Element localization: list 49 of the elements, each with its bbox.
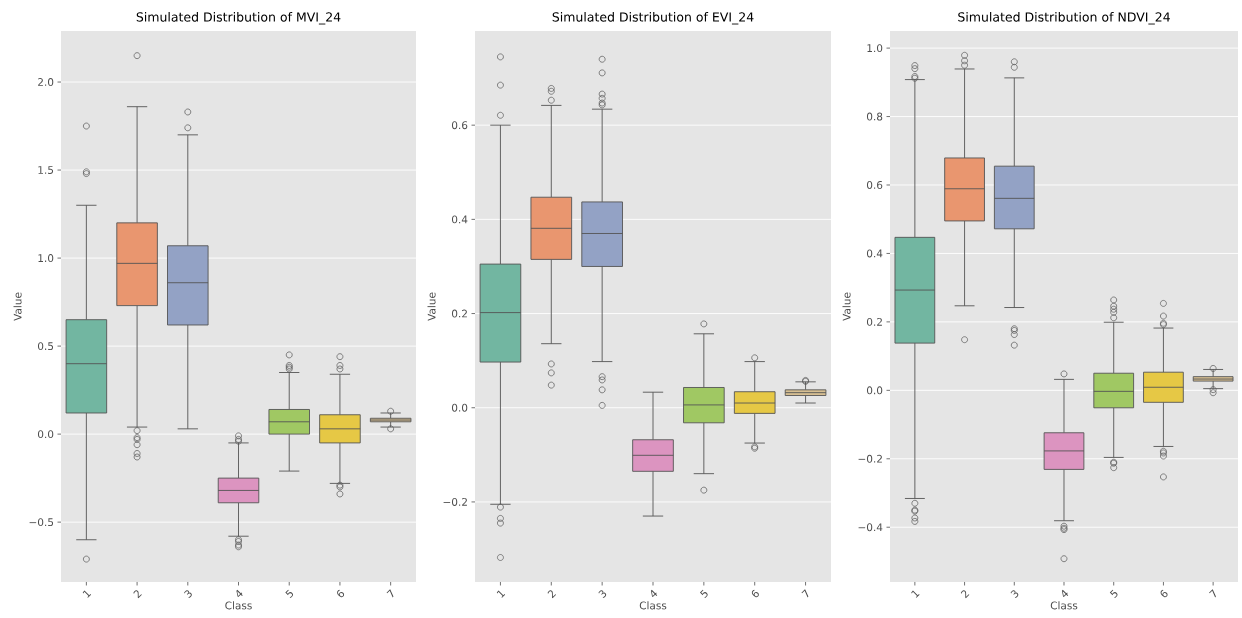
y-tick-label: 0.0 [866,386,883,395]
chart-title: Simulated Distribution of EVI_24 [552,12,754,25]
x-tick-label: 7 [386,589,394,598]
x-tick-label: 4 [236,589,243,598]
y-tick-label: −0.5 [29,518,54,527]
x-tick-label: 2 [960,590,970,599]
y-tick-label: 0.4 [451,215,468,224]
x-tick-label: 6 [751,589,759,598]
y-tick-label: 0.6 [866,181,883,189]
y-tick-label: 0.2 [866,317,882,326]
x-tick-label: 1 [82,590,92,598]
x-tick-label: 3 [184,590,192,599]
y-tick-label: 0.2 [451,309,467,318]
y-tick-label: 0.0 [37,430,54,439]
x-tick-label: 4 [1061,589,1069,598]
x-tick-label: 4 [650,589,658,598]
x-tick-label: 7 [801,589,809,598]
y-tick-label: −0.2 [858,454,882,463]
y-tick-label: −0.4 [858,523,883,532]
x-tick-label: 6 [337,589,345,598]
x-tick-label: 5 [1109,589,1118,599]
y-tick-label: 0.8 [866,112,883,121]
y-tick-label: 2.0 [38,78,54,87]
chart-title: Simulated Distribution of MVI_24 [136,12,341,25]
x-tick-label: 2 [547,590,557,599]
x-tick-label: 2 [133,590,142,599]
x-tick-label: 5 [285,589,294,599]
x-tick-label: 1 [911,590,920,598]
x-axis-title: Class [225,601,252,610]
y-tick-label: −0.2 [443,497,467,506]
chart-title: Simulated Distribution of NDVI_24 [958,12,1170,25]
y-tick-label: 1.0 [867,44,883,53]
x-tick-label: 1 [496,590,506,598]
x-axis-title: Class [1050,601,1078,610]
y-tick-label: 1.0 [38,254,54,263]
y-axis-title: Value [13,292,22,321]
y-tick-label: 0.0 [451,403,468,412]
x-axis-title: Class [639,601,667,610]
x-tick-label: 7 [1209,589,1216,598]
y-axis-title: Value [842,292,851,321]
y-tick-label: 1.5 [38,166,54,174]
x-tick-label: 5 [699,589,708,599]
x-tick-label: 3 [598,590,607,599]
x-tick-label: 3 [1010,590,1019,599]
y-axis-title: Value [427,292,436,321]
y-tick-label: 0.6 [451,121,468,130]
y-tick-label: 0.5 [37,342,54,351]
y-tick-label: 0.4 [866,249,883,258]
x-tick-label: 6 [1160,589,1168,598]
